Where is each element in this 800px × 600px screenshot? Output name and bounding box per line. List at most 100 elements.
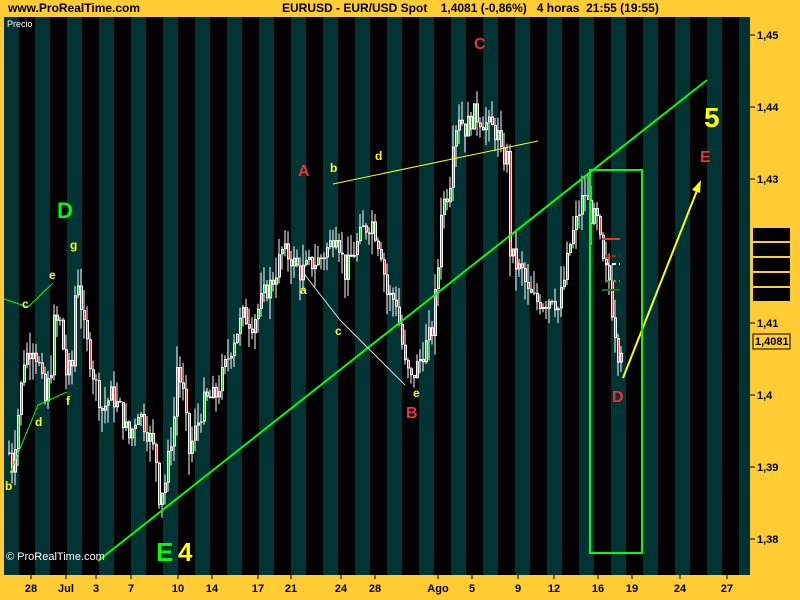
candle-body-fill: [150, 434, 151, 441]
candle-body-fill: [375, 222, 376, 240]
background-stripe: [611, 17, 626, 575]
candle-body-fill: [123, 403, 124, 428]
candle-body-fill: [270, 280, 271, 298]
background-stripe: [323, 17, 338, 575]
price-marker: 1,419: [753, 243, 790, 257]
x-tick-label: 28: [25, 583, 37, 595]
candle-body-fill: [570, 245, 571, 252]
trendline-green[interactable]: [97, 79, 708, 562]
candle-body-fill: [144, 414, 145, 432]
candle: [50, 355, 53, 384]
candle: [44, 366, 47, 405]
candle: [290, 250, 293, 285]
y-tick-label: 1,38: [757, 534, 778, 546]
candle-body-fill: [30, 353, 31, 359]
candle-body-fill: [168, 452, 169, 482]
candle: [56, 306, 59, 338]
candle: [254, 314, 257, 349]
wave-label-B: B: [406, 405, 418, 422]
candle-body-fill: [333, 241, 334, 247]
candle-body-fill: [621, 353, 622, 362]
y-tick-label: 1,39: [757, 462, 778, 474]
candle-body-fill: [501, 131, 502, 147]
candle: [611, 264, 614, 321]
sub-label-a: a: [300, 283, 307, 297]
candle: [161, 492, 164, 518]
trendline-yellow[interactable]: [332, 140, 539, 185]
candle: [8, 440, 11, 456]
timeframe[interactable]: 4 horas: [536, 1, 580, 15]
candle-body-fill: [294, 258, 295, 266]
background-stripe: [643, 17, 658, 575]
candle: [485, 107, 488, 146]
candle-body-fill: [114, 387, 115, 407]
candle-body-fill: [537, 293, 538, 302]
candle-body: [557, 308, 560, 311]
candle: [431, 320, 434, 345]
candle-body-fill: [378, 241, 379, 249]
candle: [464, 123, 467, 153]
sub-label-e2: e: [413, 386, 420, 400]
candle: [533, 271, 536, 296]
candle: [212, 375, 215, 399]
wave-line-upper[interactable]: [3, 282, 54, 308]
candle: [386, 263, 389, 315]
wave-label-E-green: E: [156, 537, 173, 567]
candle-body-fill: [447, 199, 448, 202]
candle: [383, 252, 386, 293]
candle-body-fill: [276, 278, 277, 284]
candle-body: [545, 306, 548, 309]
candle-body-fill: [171, 447, 172, 451]
candle-body-fill: [291, 260, 292, 266]
candle: [101, 406, 104, 433]
target-box[interactable]: [589, 169, 643, 554]
candle: [26, 342, 29, 369]
candle: [335, 226, 338, 250]
candle-body-fill: [426, 341, 427, 362]
candle: [23, 350, 26, 387]
wave-line-lower[interactable]: [9, 391, 68, 474]
price-marker-label: 1,4143: [755, 290, 789, 302]
candle-body-fill: [513, 249, 514, 256]
candle: [86, 306, 89, 352]
candle: [497, 117, 500, 157]
price-marker-box: [753, 243, 790, 256]
candle-body-fill: [75, 296, 76, 366]
x-tick-label: 24: [335, 583, 348, 595]
arrow-line[interactable]: [622, 187, 699, 379]
x-tick-label: 14: [206, 583, 219, 595]
candle-body-fill: [45, 374, 46, 401]
candle: [119, 397, 122, 404]
candle-body: [350, 254, 353, 257]
background-stripe: [675, 17, 690, 575]
site-name[interactable]: www.ProRealTime.com: [8, 1, 141, 15]
candle: [377, 237, 380, 257]
candle: [599, 213, 602, 240]
candle: [242, 304, 245, 327]
candle: [338, 233, 341, 263]
wave-line-white[interactable]: [304, 274, 406, 386]
candle: [584, 176, 587, 212]
candle: [365, 222, 368, 240]
candle: [17, 408, 20, 466]
candle: [512, 248, 515, 264]
candle: [134, 418, 137, 446]
candle-body-fill: [522, 264, 523, 268]
candle-body-fill: [315, 266, 316, 269]
candle: [41, 352, 44, 379]
y-tick-label: 1,45: [757, 30, 778, 42]
candle-body-fill: [129, 422, 130, 438]
candle-body-fill: [51, 376, 52, 378]
candle-body-fill: [504, 148, 505, 164]
candle: [503, 132, 506, 171]
candle-body-fill: [249, 325, 250, 328]
candle: [179, 356, 182, 398]
candle-body-fill: [297, 258, 298, 265]
x-tick-label: 19: [626, 583, 638, 595]
background-stripe: [355, 17, 370, 575]
candle-body: [320, 257, 323, 260]
candle: [239, 307, 242, 346]
panel-label: Precio: [7, 19, 33, 29]
wave-label-D-green: D: [57, 198, 73, 223]
